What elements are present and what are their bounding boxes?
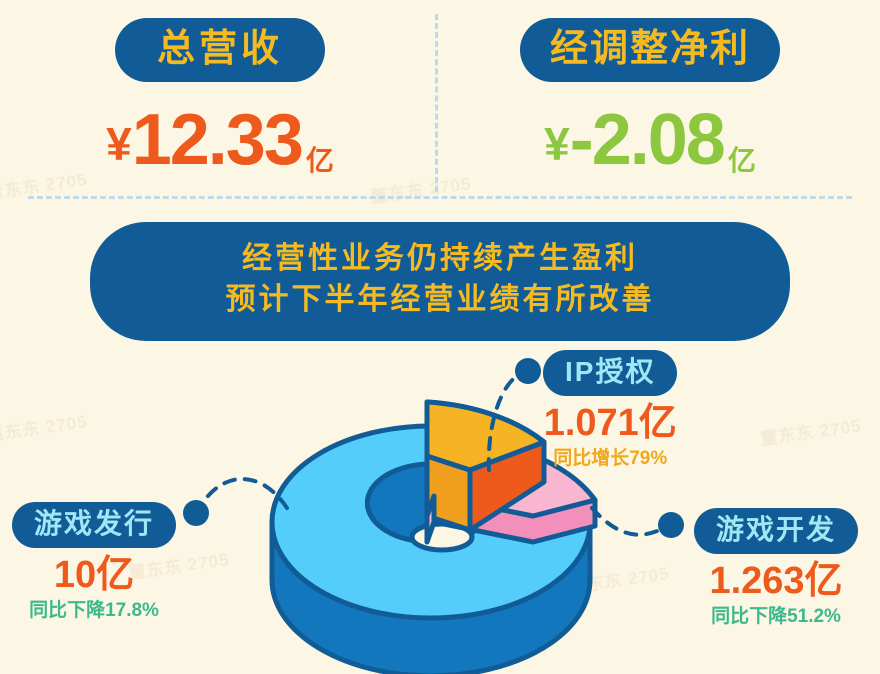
metric-adjusted-net-profit: 经调整净利 ¥-2.08 亿 — [450, 18, 850, 176]
callout-delta-game-publishing: 同比下降17.8% — [29, 599, 159, 621]
callout-amount-game-publishing: 10亿 — [53, 554, 135, 596]
currency-symbol: ¥ — [544, 118, 570, 170]
callout-tag-game-development: 游戏开发 — [693, 508, 858, 554]
metric-title-adjusted-net-profit: 经调整净利 — [519, 18, 780, 82]
donut-chart — [183, 358, 684, 674]
metric-value-adjusted-net-profit: ¥-2.08 亿 — [450, 104, 850, 176]
callout-game-publishing: 游戏发行 10亿 同比下降17.8% — [4, 502, 184, 622]
banner-line-2: 预计下半年经营业绩有所改善 — [225, 283, 655, 317]
metric-unit: 亿 — [305, 145, 334, 176]
callout-ip-licensing: IP授权 1.071亿 同比增长79% — [543, 350, 678, 470]
leader-dot-publishing — [183, 500, 209, 526]
slice-ip-licensing-top-face — [424, 399, 547, 473]
metric-number: 12.33 — [131, 100, 304, 180]
callout-game-development: 游戏开发 1.263亿 同比下降51.2% — [678, 508, 874, 628]
callout-delta-game-development: 同比下降51.2% — [711, 605, 841, 627]
callout-amount-game-development: 1.263亿 — [709, 560, 843, 602]
currency-symbol: ¥ — [106, 118, 132, 170]
leader-line-ip — [486, 370, 526, 472]
callout-tag-game-publishing: 游戏发行 — [11, 502, 176, 548]
callout-amount-ip-licensing: 1.071亿 — [543, 402, 677, 444]
horizontal-divider — [28, 196, 852, 199]
banner-line-1: 经营性业务仍持续产生盈利 — [242, 242, 638, 275]
callout-delta-ip-licensing: 同比增长79% — [553, 447, 668, 469]
slice-pink-nub — [424, 493, 437, 545]
metric-number: -2.08 — [569, 100, 726, 180]
metric-value-total-revenue: ¥12.33 亿 — [20, 104, 420, 176]
callout-tag-ip-licensing: IP授权 — [543, 350, 678, 396]
summary-banner: 经营性业务仍持续产生盈利 预计下半年经营业绩有所改善 — [90, 222, 790, 341]
leader-line-development — [590, 506, 670, 537]
leader-dot-development — [658, 512, 684, 538]
metric-unit: 亿 — [727, 145, 756, 176]
metric-total-revenue: 总营收 ¥12.33 亿 — [20, 18, 420, 176]
leader-dot-ip — [515, 358, 541, 384]
metric-title-total-revenue: 总营收 — [114, 18, 325, 82]
vertical-divider — [435, 14, 438, 192]
